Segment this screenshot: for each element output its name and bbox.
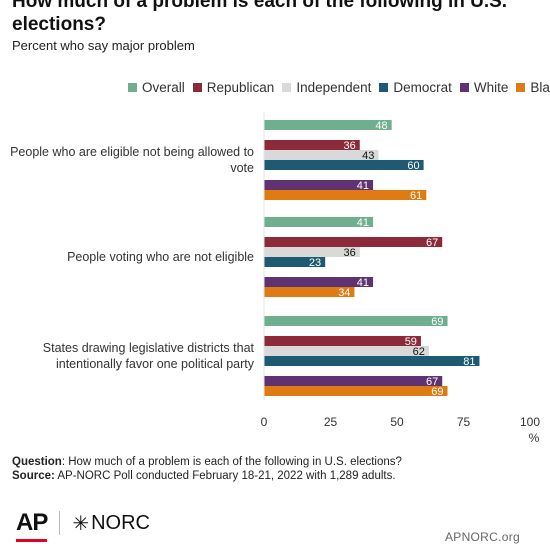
apnorc-site-label: APNORC.org <box>444 530 520 544</box>
category-label-line: People who are eligible not being allowe… <box>10 145 254 159</box>
legend-item-republican: Republican <box>192 80 275 95</box>
legend-swatch <box>128 83 137 92</box>
legend-label: Black <box>530 80 550 95</box>
asterisk-star-icon: ✳ <box>72 512 90 535</box>
bar-republican <box>264 140 360 150</box>
ap-logo: AP <box>16 509 48 542</box>
legend-label: Democrat <box>393 80 452 95</box>
bar-independent <box>264 150 379 160</box>
x-tick-label: 50 <box>390 415 404 429</box>
bar-democrat <box>264 160 424 170</box>
bar-black <box>264 287 355 297</box>
bar-overall <box>264 120 392 130</box>
legend-swatch <box>516 83 526 92</box>
bar-white <box>264 376 443 386</box>
legend-label: White <box>473 80 509 95</box>
legend-item-democrat: Democrat <box>379 80 452 95</box>
category-label-line: vote <box>230 161 254 175</box>
data-label: 59 <box>405 336 417 348</box>
bar-black <box>264 190 427 200</box>
bar-white <box>264 180 374 190</box>
norc-logo: ✳ NORC <box>72 511 150 536</box>
data-label: 62 <box>413 346 425 358</box>
data-label: 69 <box>431 316 443 328</box>
x-axis-unit: % <box>529 431 540 445</box>
data-label: 36 <box>344 247 356 259</box>
x-tick-label: 25 <box>324 415 338 429</box>
question-label: Question <box>12 456 62 468</box>
legend-swatch <box>459 83 469 92</box>
bar-independent <box>264 247 360 257</box>
legend-label: Republican <box>206 80 275 95</box>
question-text: : How much of a problem is each of the f… <box>61 456 402 468</box>
bar-white <box>264 277 374 287</box>
bar-republican <box>264 336 421 346</box>
data-label: 41 <box>357 217 369 229</box>
legend-swatch <box>282 83 292 92</box>
legend-item-independent: Independent <box>282 80 371 95</box>
logo-bar: AP ✳ NORC <box>16 505 150 542</box>
legend-item-overall: Overall <box>128 80 185 95</box>
data-label: 41 <box>357 180 369 192</box>
bar-democrat <box>264 257 326 267</box>
data-label: 69 <box>431 386 443 398</box>
legend-label: Overall <box>142 80 185 95</box>
logo-divider <box>59 511 61 535</box>
ap-logo-text: AP <box>16 509 48 536</box>
data-label: 34 <box>338 287 350 299</box>
bar-republican <box>264 237 443 247</box>
bar-overall <box>264 217 374 227</box>
source-text: AP-NORC Poll conducted February 18-21, 2… <box>54 470 396 482</box>
data-label: 81 <box>463 356 475 368</box>
data-label: 67 <box>426 237 438 249</box>
category-label-line: States drawing legislative districts tha… <box>43 341 255 355</box>
chart-subtitle: Percent who say major problem <box>12 38 195 53</box>
category-label: States drawing legislative districts tha… <box>43 341 255 371</box>
bar-independent <box>264 346 429 356</box>
bar-chart: People who are eligible not being allowe… <box>10 112 540 445</box>
chart-title: How much of a problem is each of the fol… <box>12 0 508 35</box>
data-label: 48 <box>375 120 387 132</box>
data-label: 60 <box>407 160 419 172</box>
ap-logo-underline <box>16 539 48 542</box>
data-label: 36 <box>344 140 356 152</box>
category-label-line: intentionally favor one political party <box>56 357 255 371</box>
legend-label: Independent <box>296 80 372 95</box>
x-tick-label: 0 <box>261 415 268 429</box>
data-label: 67 <box>426 376 438 388</box>
chart-notes: Question: How much of a problem is each … <box>12 455 402 483</box>
data-label: 41 <box>357 277 369 289</box>
category-label-line: People voting who are not eligible <box>67 250 254 264</box>
bar-democrat <box>264 356 480 366</box>
question-note: Question: How much of a problem is each … <box>12 455 402 469</box>
data-label: 23 <box>309 257 321 269</box>
bar-black <box>264 386 448 396</box>
legend-swatch <box>379 83 389 92</box>
x-tick-label: 100 <box>520 415 540 429</box>
legend-item-white: White <box>459 80 509 95</box>
legend-item-black: Black <box>516 80 550 95</box>
source-note: Source: AP-NORC Poll conducted February … <box>12 469 402 483</box>
norc-logo-text: NORC <box>91 511 150 534</box>
data-label: 61 <box>410 190 422 202</box>
source-label: Source: <box>12 470 55 482</box>
legend: Overall Republican Independent Democrat Whit… <box>128 80 550 95</box>
data-label: 43 <box>362 150 374 162</box>
category-label: People who are eligible not being allowe… <box>10 145 254 175</box>
x-tick-label: 75 <box>457 415 471 429</box>
bar-overall <box>264 316 448 326</box>
category-label: People voting who are not eligible <box>67 250 254 264</box>
legend-swatch <box>192 83 202 92</box>
